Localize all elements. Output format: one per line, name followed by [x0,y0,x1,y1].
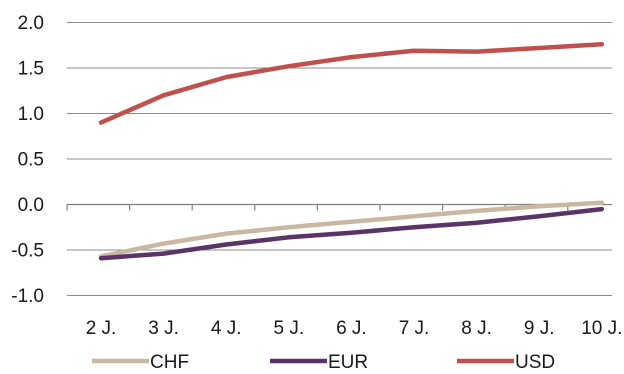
y-tick-label: 2.0 [18,13,44,34]
legend-label-usd: USD [515,352,555,373]
y-tick-label: 0.0 [18,195,44,216]
y-tick-label: 1.5 [18,59,44,80]
x-tick-label: 7 J. [399,318,430,339]
series-line-eur [98,206,605,261]
x-tick-label: 9 J. [524,318,555,339]
x-tick-label: 4 J. [211,318,242,339]
legend-label-chf: CHF [150,352,189,373]
x-tick-label: 2 J. [86,318,117,339]
y-axis-ticks: 2.0 1.5 1.0 0.5 0.0 -0.5 -1.0 [11,13,44,307]
x-tick-label: 5 J. [273,318,304,339]
x-tick-label: 3 J. [148,318,179,339]
y-tick-label: -0.5 [11,241,44,262]
series-lines [98,42,605,261]
legend: CHF EUR USD [92,352,555,373]
series-line-usd [98,42,605,125]
y-tick-label: 0.5 [18,150,44,171]
x-tick-label: 8 J. [461,318,492,339]
x-axis: 2 J. 3 J. 4 J. 5 J. 6 J. 7 J. 8 J. 9 J. 10 J. [66,203,622,339]
gridlines [67,22,612,296]
y-tick-label: -1.0 [11,286,44,307]
series-line-chf [98,200,605,259]
x-tick-label: 10 J. [581,318,622,339]
x-tick-label: 6 J. [336,318,367,339]
legend-label-eur: EUR [328,352,368,373]
y-tick-label: 1.0 [18,104,44,125]
